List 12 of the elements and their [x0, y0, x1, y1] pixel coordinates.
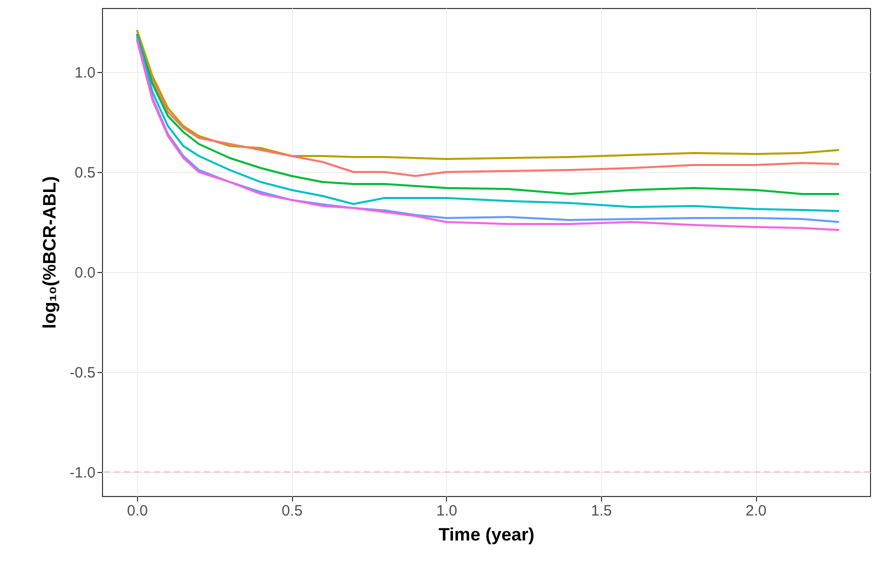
x-tick-label: 0.0 — [127, 502, 148, 520]
x-tick-label: 0.5 — [282, 502, 303, 520]
y-tick-label: 0.5 — [74, 164, 96, 182]
x-tick-label: 1.5 — [590, 502, 612, 520]
y-tick-label: 0.0 — [74, 264, 96, 282]
x-tick-label: 2.0 — [746, 502, 766, 520]
x-axis-title: Time (year) — [438, 524, 534, 544]
x-tick-label: 1.0 — [436, 502, 458, 520]
y-tick-label: 1.0 — [74, 64, 96, 82]
y-tick-label: -1.0 — [70, 464, 96, 482]
y-axis-title: log₁₀(%BCR-ABL) — [40, 176, 60, 329]
y-tick-label: -0.5 — [70, 364, 96, 382]
